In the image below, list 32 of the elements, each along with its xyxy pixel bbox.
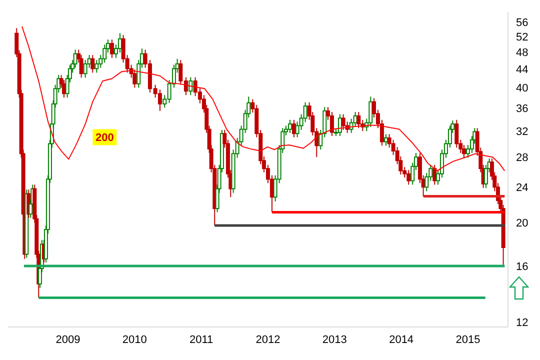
candlestick xyxy=(338,114,342,137)
candlestick xyxy=(292,119,296,138)
candlestick xyxy=(406,170,411,186)
candlestick xyxy=(288,119,292,134)
y-tick-label: 52 xyxy=(516,31,528,44)
x-tick-label: 2015 xyxy=(456,334,480,346)
y-tick-label: 36 xyxy=(516,103,528,116)
x-tick-label: 2013 xyxy=(322,334,347,346)
y-tick-label: 40 xyxy=(516,82,528,95)
x-tick-label: 2014 xyxy=(389,334,414,346)
series-label: 200 xyxy=(95,132,114,144)
candlestick xyxy=(368,96,373,128)
y-tick-label: 12 xyxy=(516,316,528,329)
x-tick-label: 2012 xyxy=(256,334,280,346)
candlestick xyxy=(158,89,162,112)
y-tick-label: 20 xyxy=(516,218,528,230)
x-tick-label: 2009 xyxy=(56,334,80,346)
y-tick-label: 32 xyxy=(516,126,528,138)
candlestick xyxy=(90,54,95,74)
y-tick-label: 24 xyxy=(516,182,528,194)
x-tick-label: 2011 xyxy=(190,334,214,346)
candlestick xyxy=(356,112,361,129)
y-tick-label: 28 xyxy=(516,152,528,164)
x-tick-label: 2010 xyxy=(122,334,147,346)
candlestick xyxy=(188,76,193,96)
y-tick-label: 44 xyxy=(516,64,528,76)
y-tick-label: 16 xyxy=(516,260,528,273)
candlestick xyxy=(110,39,114,58)
candlestick xyxy=(341,114,346,130)
y-tick-label: 48 xyxy=(516,47,528,60)
y-tick-label: 56 xyxy=(516,17,528,30)
candlestick xyxy=(462,144,466,158)
